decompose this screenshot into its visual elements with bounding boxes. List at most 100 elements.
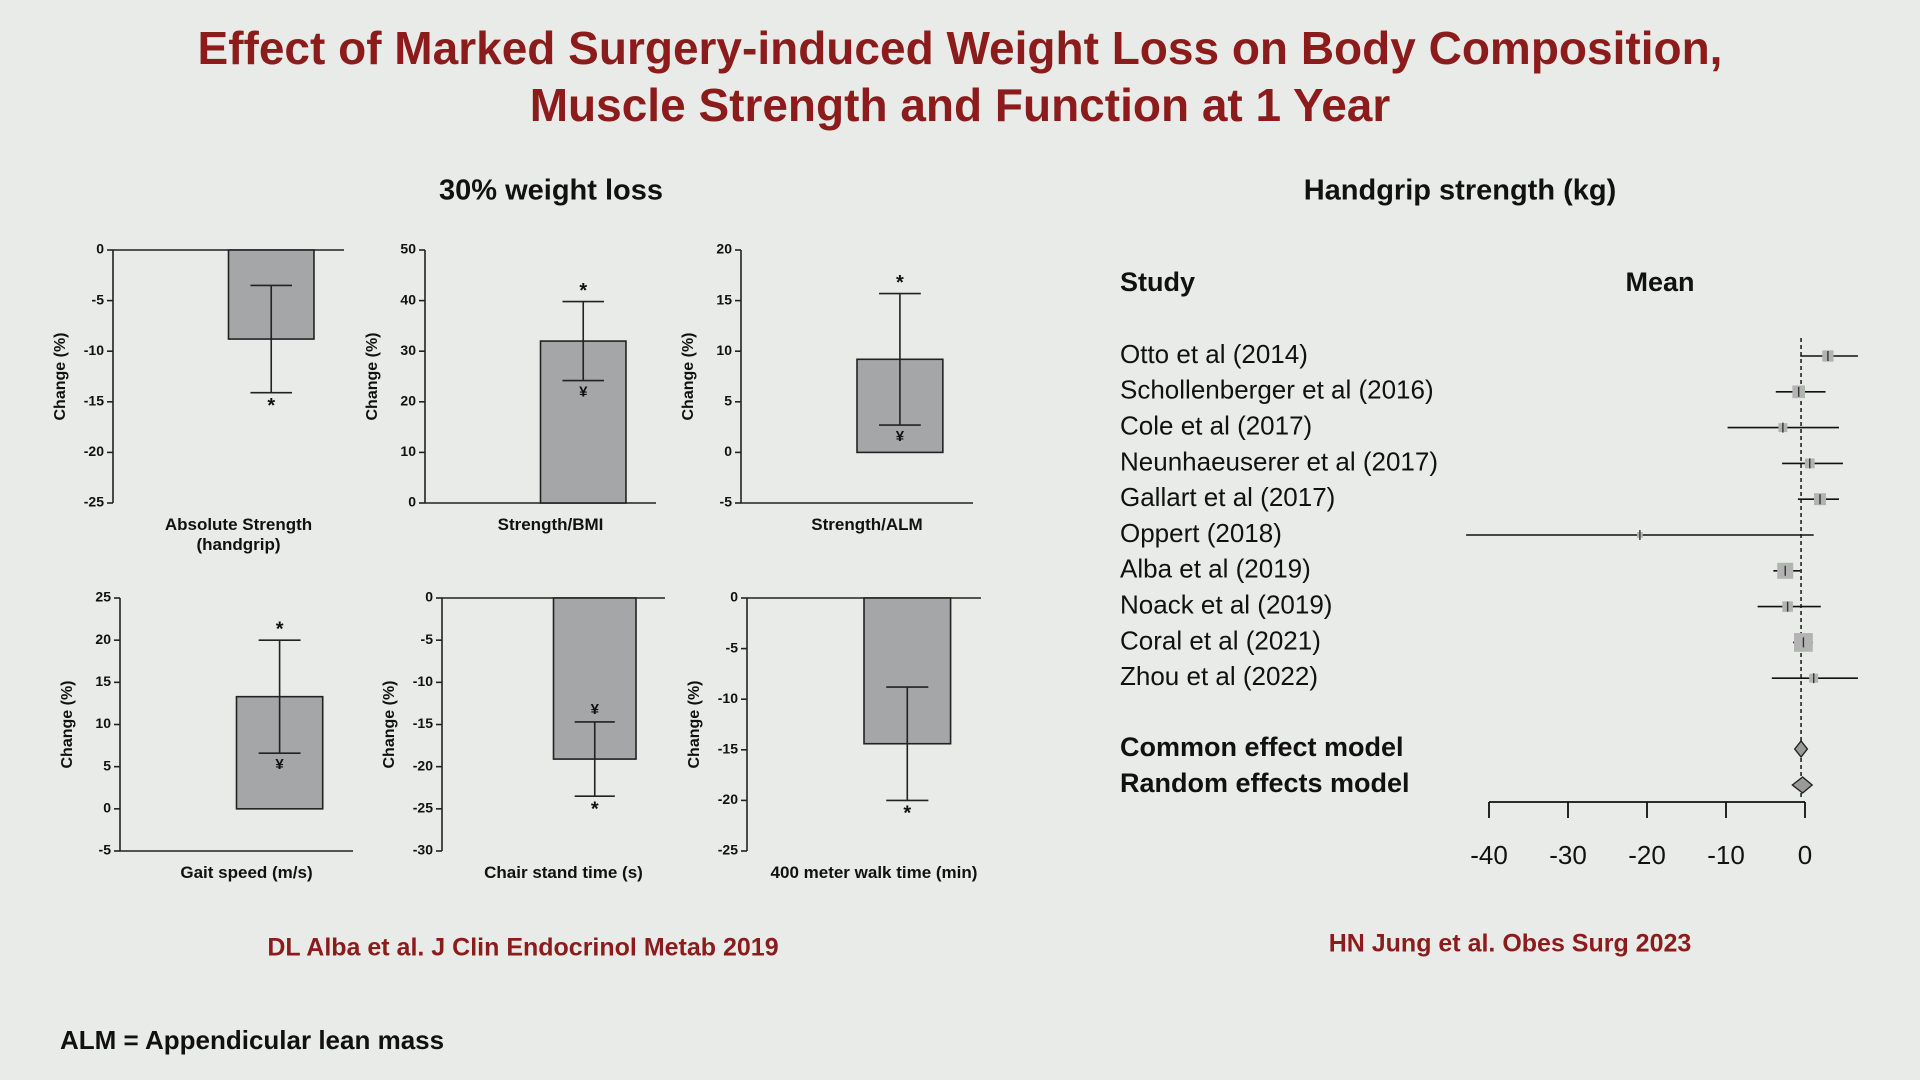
y-tick-label: -10 [413,673,433,689]
y-axis-label: Change (%) [680,333,697,421]
x-tick-label: Strength/ALM [811,515,923,534]
y-tick-label: -10 [718,690,738,706]
left-heading: 30% weight loss [439,175,663,207]
y-tick-label: 25 [95,589,111,605]
y-tick-label: -20 [718,791,738,807]
y-tick-label: -25 [413,800,433,816]
significance-mark: * [276,618,284,640]
y-tick-label: 20 [95,631,111,647]
x-label-box: Strength/BMI [497,515,604,534]
y-tick-label: 15 [716,291,732,307]
y-tick-label: -25 [84,494,104,510]
significance-mark: ¥ [591,701,600,718]
significance-mark: * [267,395,275,417]
y-tick-label: 30 [400,342,416,358]
y-tick-label: -5 [720,494,733,510]
footnote: ALM = Appendicular lean mass [60,1025,444,1055]
x-label-box: Chair stand time (s) [484,863,643,882]
y-axis-label: Change (%) [52,333,69,421]
y-axis-label: Change (%) [364,333,381,421]
significance-mark: * [579,280,587,302]
x-tick-label: 400 meter walk time (min) [770,863,978,882]
model-diamond [1791,776,1814,794]
y-tick-label: 0 [724,443,732,459]
significance-mark: * [591,798,599,820]
significance-mark: ¥ [275,756,284,773]
x-tick-label: Gait speed (m/s) [180,863,313,882]
y-axis-label: Change (%) [59,681,76,769]
error-bar [879,292,921,426]
left-citation: DL Alba et al. J Clin Endocrinol Metab 2… [267,934,778,962]
study-label: Otto et al (2014) [1120,339,1308,369]
y-axis-label: Change (%) [381,681,398,769]
y-tick-label: -25 [718,842,738,858]
y-tick-label: 20 [400,393,416,409]
x-tick-label: -40 [1470,840,1508,870]
model-label: Random effects model [1120,768,1410,798]
error-bar [562,300,605,382]
y-tick-label: 10 [716,342,732,358]
y-axis-label: Change (%) [686,681,703,769]
y-tick-label: -5 [421,631,434,647]
y-tick-label: 20 [716,241,732,257]
study-label: Alba et al (2019) [1120,554,1311,584]
y-tick-label: -15 [84,393,104,409]
y-tick-label: 0 [103,800,111,816]
study-label: Coral et al (2021) [1120,625,1321,655]
model-label: Common effect model [1120,732,1404,762]
y-tick-label: 5 [724,393,732,409]
study-label: Cole et al (2017) [1120,410,1312,440]
study-label: Zhou et al (2022) [1120,661,1318,691]
x-tick-label: -30 [1549,840,1587,870]
error-bar [258,639,301,754]
y-tick-label: 15 [95,673,111,689]
significance-mark: * [903,803,911,825]
significance-mark: ¥ [579,384,588,401]
y-tick-label: 0 [425,589,433,605]
error-bar [886,686,929,802]
y-tick-label: 0 [730,589,738,605]
x-tick-label: Absolute Strength (handgrip) [164,515,313,554]
y-tick-label: -20 [84,443,104,459]
x-tick-label: -20 [1628,840,1666,870]
column-header: Mean [1625,267,1694,297]
x-tick-label: Strength/BMI [497,515,604,534]
right-citation: HN Jung et al. Obes Surg 2023 [1329,930,1692,958]
x-tick-label: -10 [1707,840,1745,870]
model-diamond [1793,739,1809,759]
x-tick-label: Chair stand time (s) [484,863,643,882]
y-tick-label: -20 [413,757,433,773]
x-label-box: Strength/ALM [811,515,923,534]
y-tick-label: 50 [400,241,416,257]
y-tick-label: -15 [413,715,433,731]
y-tick-label: -5 [99,842,112,858]
error-bar [250,284,293,394]
x-label-box: Absolute Strength (handgrip) [164,515,313,554]
y-tick-label: -10 [84,342,104,358]
study-label: Oppert (2018) [1120,518,1282,548]
y-tick-label: 5 [103,757,111,773]
y-tick-label: -15 [718,741,738,757]
x-tick-label: 0 [1798,840,1812,870]
right-heading: Handgrip strength (kg) [1304,175,1617,207]
y-tick-label: 0 [408,494,416,510]
study-label: Noack et al (2019) [1120,589,1332,619]
y-tick-label: 0 [96,241,104,257]
column-header: Study [1120,267,1195,297]
significance-mark: ¥ [896,428,905,445]
x-label-box: 400 meter walk time (min) [770,863,978,882]
y-tick-label: -30 [413,842,433,858]
y-tick-label: -5 [726,639,739,655]
y-tick-label: 10 [400,443,416,459]
slide-title: Effect of Marked Surgery-induced Weight … [197,22,1723,131]
study-label: Neunhaeuserer et al (2017) [1120,446,1438,476]
y-tick-label: -5 [92,291,105,307]
y-tick-label: 40 [400,291,416,307]
error-bar [574,721,615,797]
significance-mark: * [896,272,904,294]
y-tick-label: 10 [95,715,111,731]
study-label: Schollenberger et al (2016) [1120,375,1434,405]
study-label: Gallart et al (2017) [1120,482,1335,512]
